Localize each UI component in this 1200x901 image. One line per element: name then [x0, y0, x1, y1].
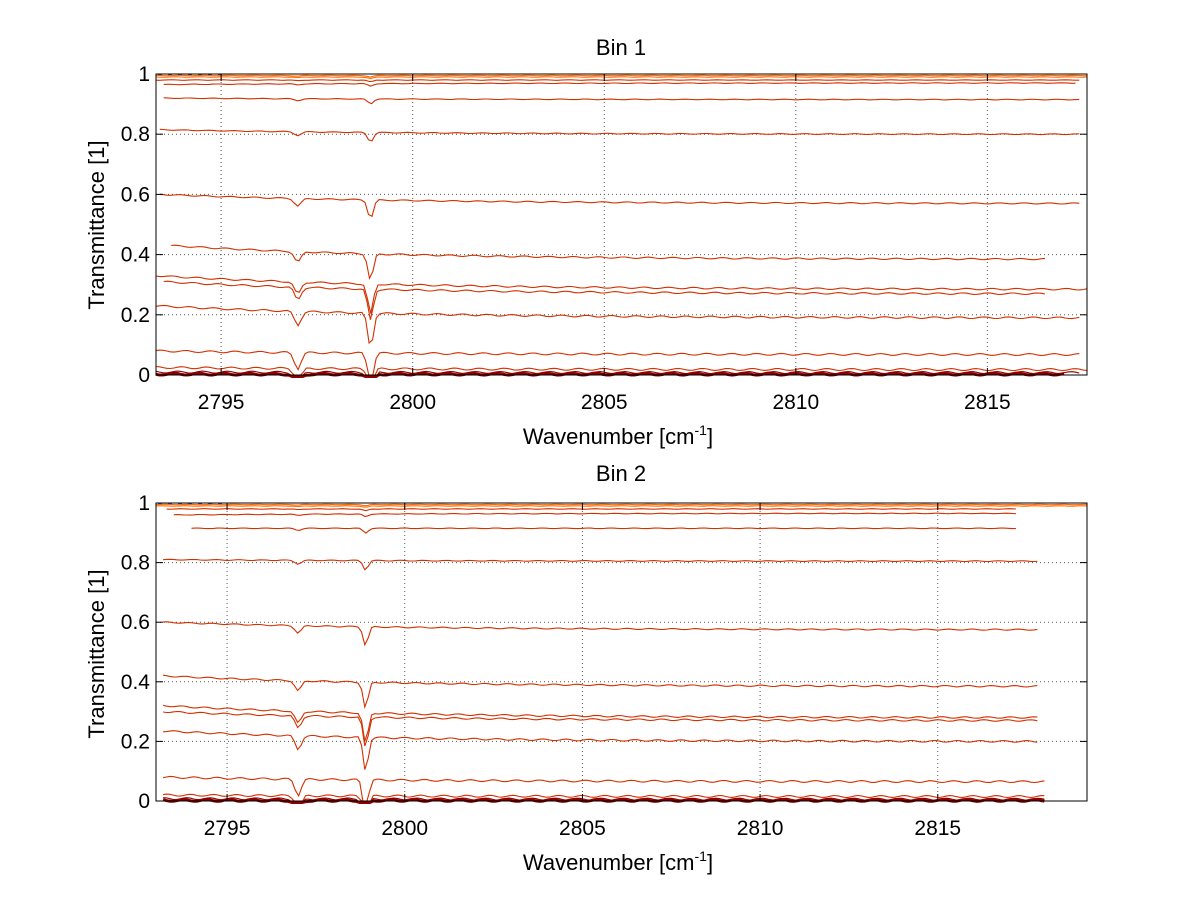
y-tick-label: 0.6	[121, 183, 150, 206]
x-tick-label: 2815	[964, 391, 1011, 414]
y-tick-label: 0.4	[121, 671, 151, 694]
x-tick-label: 2810	[772, 391, 819, 414]
y-tick-label: 0.8	[121, 552, 150, 575]
x-tick-label: 2795	[204, 817, 251, 840]
axes-box	[155, 502, 1088, 802]
series-line	[159, 193, 1080, 218]
y-tick-label: 0.6	[121, 611, 150, 634]
x-tick-label: 2815	[914, 817, 961, 840]
series-line	[155, 349, 1080, 378]
series-line	[155, 304, 1080, 345]
x-tick-label: 2805	[581, 391, 628, 414]
y-tick-label: 0.8	[121, 123, 150, 146]
axes-box	[155, 73, 1088, 376]
series-line	[159, 128, 1080, 142]
y-tick-label: 1	[138, 63, 150, 86]
series-line	[155, 275, 1088, 314]
x-axis-label: Wavenumber [cm-1]	[523, 848, 713, 875]
series-line	[171, 244, 1045, 281]
series-line	[155, 76, 1088, 80]
series-line	[162, 775, 1045, 804]
series-line	[163, 82, 1076, 87]
x-tick-label: 2800	[381, 817, 428, 840]
subplot-bin-1: Bin 1 2795 2800 2805 2810 2815 0 0.2 0.4 0.6 0.8 1…	[84, 35, 1088, 449]
y-tick-label: 0.2	[121, 730, 150, 753]
series-line	[163, 621, 1038, 647]
y-tick-label: 0	[138, 364, 150, 387]
series-line	[155, 505, 1088, 508]
series-line	[155, 79, 1080, 83]
series-line	[163, 674, 1038, 710]
series-line	[162, 704, 1038, 742]
series-line	[163, 558, 1038, 571]
y-axis-label: Transmittance [1]	[84, 140, 109, 309]
plot-title: Bin 2	[596, 461, 646, 486]
y-tick-label: 0.2	[121, 304, 150, 327]
grid	[156, 502, 1087, 802]
series-line	[163, 730, 1038, 770]
plot-title: Bin 1	[596, 35, 646, 60]
y-axis-label: Transmittance [1]	[84, 569, 109, 738]
series-line	[163, 793, 1045, 804]
x-tick-label: 2810	[737, 817, 784, 840]
y-tick-label: 0	[138, 790, 150, 813]
series-line	[155, 365, 1088, 378]
series-line	[163, 280, 1046, 320]
series-line	[155, 503, 1087, 507]
y-tick-label: 1	[138, 492, 150, 515]
x-tick-label: 2805	[559, 817, 606, 840]
x-tick-label: 2795	[198, 391, 245, 414]
series-line	[166, 508, 1016, 512]
series-line	[173, 512, 1016, 518]
series-line	[191, 527, 1016, 534]
series-line	[163, 97, 1080, 105]
series-line	[163, 710, 1038, 747]
x-axis-label: Wavenumber [cm-1]	[523, 422, 713, 449]
subplot-bin-2: Bin 2 2795 2800 2805 2810 2815 0 0.2 0.4 0.6 0.8 1…	[84, 461, 1088, 875]
y-tick-label: 0.4	[121, 244, 151, 267]
ticks: 2795 2800 2805 2810 2815 0 0.2 0.4 0.6 0.8 1	[121, 63, 1087, 414]
ticks: 2795 2800 2805 2810 2815 0 0.2 0.4 0.6 0.8 1	[121, 492, 1087, 840]
series-line	[155, 74, 1087, 78]
x-tick-label: 2800	[389, 391, 436, 414]
